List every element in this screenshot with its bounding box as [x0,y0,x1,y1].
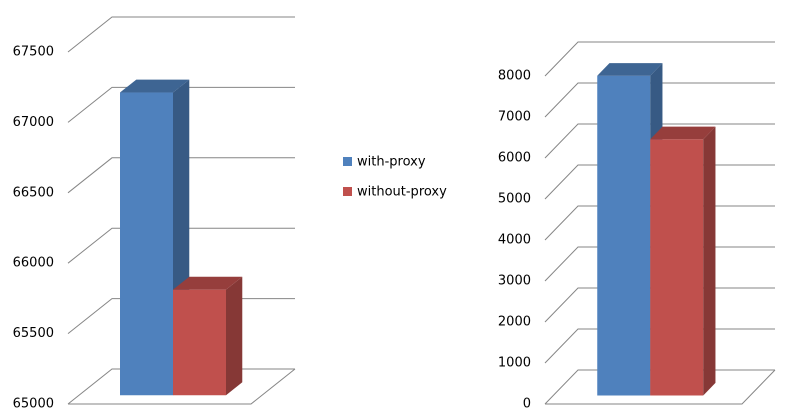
legend-swatch [343,187,352,196]
y-tick-label: 67500 [13,45,54,60]
y-tick-label: 6000 [498,151,531,166]
grid-line [67,86,295,123]
bar-front [173,289,226,396]
grid-line [67,16,295,53]
legend-swatch [343,157,352,166]
y-tick-label: 7000 [498,110,531,125]
bar [597,63,663,396]
y-tick-label: 4000 [498,233,531,248]
floor-edge [545,369,776,405]
legend-label: without-proxy [357,185,447,200]
y-tick-label: 65500 [13,326,54,341]
y-tick-label: 65000 [13,397,54,412]
y-tick-label: 66500 [13,185,54,200]
bar-side [226,276,243,396]
grid-line [67,227,295,264]
grid-line [544,123,775,159]
grid-line [544,41,775,77]
y-tick-label: 66000 [13,256,54,271]
legend-label: with-proxy [357,155,426,170]
bar-front [120,92,173,396]
y-tick-label: 3000 [498,274,531,289]
bar-top [173,276,243,290]
bar [650,126,716,396]
y-tick-label: 2000 [498,315,531,330]
y-tick-label: 1000 [498,356,531,371]
bar-top [597,63,663,76]
y-tick-label: 67000 [13,115,54,130]
bar [173,276,243,396]
bar-top [120,79,190,93]
bar-front [650,139,704,396]
bar-front [597,75,651,396]
bar-top [650,126,716,140]
y-tick-label: 8000 [498,69,531,84]
grid-line [67,157,295,194]
y-tick-label: 5000 [498,192,531,207]
bar-side [703,126,716,396]
floor-edge [68,368,296,405]
y-tick-label: 0 [523,397,531,412]
grid-line [544,82,775,118]
